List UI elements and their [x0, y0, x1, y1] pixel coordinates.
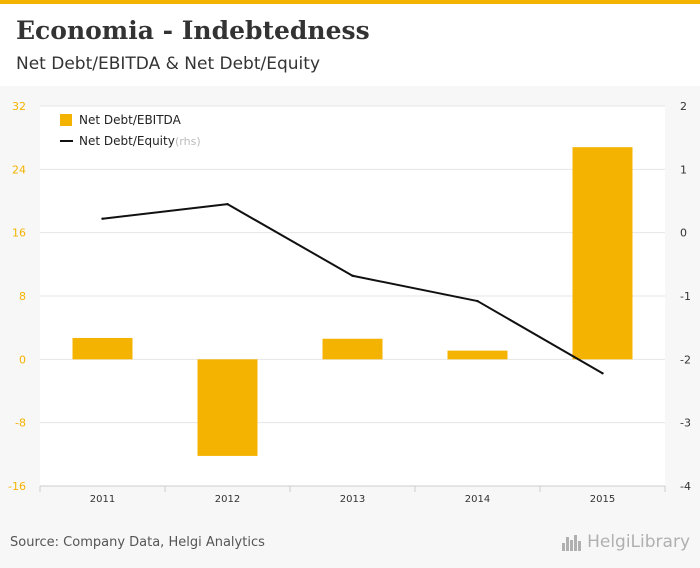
- y-left-tick-label: -8: [15, 417, 26, 430]
- y-left-tick-label: -16: [8, 480, 26, 493]
- y-left-tick-label: 32: [12, 100, 26, 113]
- grid: [40, 105, 665, 487]
- bar-series: [72, 147, 633, 456]
- y-left-tick-label: 16: [12, 227, 26, 240]
- y-right-tick-label: 0: [680, 227, 687, 240]
- x-tick-label: 2011: [90, 494, 115, 505]
- y-right-tick-label: 2: [680, 100, 687, 113]
- x-tick-label: 2012: [215, 494, 240, 505]
- y-left-tick-label: 8: [19, 290, 26, 303]
- bar-net-debt-ebitda-2012: [197, 359, 258, 456]
- x-tick-label: 2013: [340, 494, 365, 505]
- library-icon: [562, 533, 582, 551]
- y-right-tick-label: -2: [680, 353, 691, 366]
- point-net-debt-equity-2011: [101, 217, 104, 220]
- point-net-debt-equity-2014: [476, 299, 479, 303]
- legend-label-line: Net Debt/Equity: [79, 134, 175, 148]
- axes: 32 24 16 8 0 -8 -16 2 1 0 -1 -2 -3 -4 2011 2012 2013 2014…: [8, 100, 691, 505]
- bar-net-debt-ebitda-2015: [572, 147, 633, 360]
- legend-swatch-bar: [60, 114, 72, 126]
- page-subtitle: Net Debt/EBITDA & Net Debt/Equity: [16, 54, 320, 74]
- bar-net-debt-ebitda-2013: [322, 338, 383, 360]
- x-tick-label: 2015: [590, 494, 615, 505]
- header: Economia - Indebtedness Net Debt/EBITDA …: [0, 4, 700, 86]
- line-series: [101, 202, 604, 375]
- y-left-tick-label: 0: [19, 353, 26, 366]
- bar-net-debt-ebitda-2014: [447, 350, 508, 360]
- top-accent-bar: [0, 0, 700, 4]
- brand-logo: HelgiLibrary: [562, 532, 690, 552]
- brand-name: HelgiLibrary: [587, 532, 690, 552]
- point-net-debt-equity-2015: [601, 372, 604, 375]
- y-right-tick-label: -3: [680, 417, 691, 430]
- source-note: Source: Company Data, Helgi Analytics: [10, 535, 265, 550]
- bar-net-debt-ebitda-2011: [72, 337, 133, 360]
- legend: Net Debt/EBITDA Net Debt/Equity (rhs): [60, 113, 201, 148]
- legend-label-bar: Net Debt/EBITDA: [79, 113, 182, 127]
- y-left-tick-label: 24: [12, 163, 26, 176]
- page-title: Economia - Indebtedness: [16, 16, 370, 45]
- point-net-debt-equity-2012: [226, 202, 229, 206]
- legend-label-line-suffix: (rhs): [175, 135, 201, 148]
- point-net-debt-equity-2013: [351, 274, 354, 277]
- x-tick-label: 2014: [465, 494, 490, 505]
- y-right-tick-label: 1: [680, 163, 687, 176]
- y-right-tick-label: -4: [680, 480, 691, 493]
- y-right-tick-label: -1: [680, 290, 691, 303]
- chart: 32 24 16 8 0 -8 -16 2 1 0 -1 -2 -3 -4 2011 2012 2013 2014…: [8, 100, 691, 505]
